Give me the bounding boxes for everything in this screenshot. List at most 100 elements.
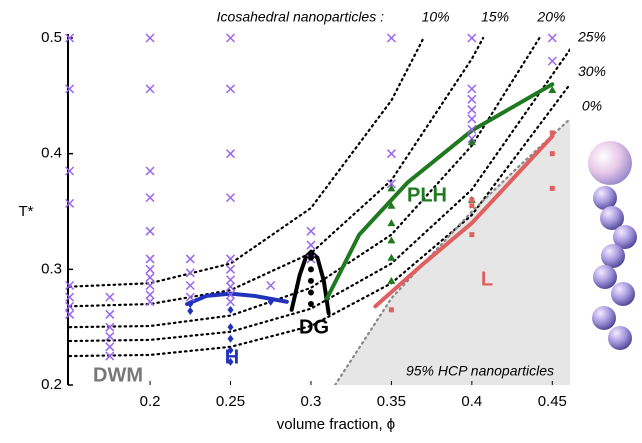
- x-marker: [386, 33, 396, 43]
- x-marker: [185, 280, 195, 291]
- x-tick-label: 0.35: [377, 393, 406, 410]
- circle-marker: [307, 277, 314, 284]
- dotted-curve: [68, 83, 570, 358]
- diamond-marker: [227, 323, 234, 332]
- square-marker: [388, 307, 394, 313]
- triangle-marker: [387, 184, 396, 192]
- x-marker: [65, 301, 75, 311]
- phase-label: DWM: [93, 364, 143, 386]
- x-marker: [145, 166, 155, 176]
- x-marker: [185, 268, 195, 278]
- curve-label: 15%: [481, 9, 509, 25]
- diamond-marker: [227, 357, 234, 366]
- square-marker: [469, 203, 475, 209]
- phase-boundary: [185, 291, 289, 307]
- x-marker: [185, 254, 195, 264]
- x-marker: [225, 149, 236, 159]
- x-tick-label: 0.4: [461, 393, 482, 410]
- triangle-marker: [387, 253, 396, 261]
- x-marker: [467, 124, 477, 134]
- x-marker: [467, 84, 477, 94]
- phase-label: H: [225, 346, 239, 368]
- region: [335, 118, 570, 385]
- x-marker: [65, 309, 75, 319]
- square-marker: [549, 185, 555, 191]
- x-marker: [225, 275, 236, 285]
- x-tick-label: 0.25: [216, 393, 245, 410]
- nanoparticle-illustration: [588, 141, 637, 350]
- x-marker: [185, 292, 195, 302]
- phase-boundary: [289, 249, 331, 316]
- x-marker: [145, 297, 155, 307]
- diamond-marker: [227, 334, 234, 343]
- triangle-marker: [387, 236, 396, 244]
- y-tick-label: 0.5: [41, 29, 62, 46]
- x-marker: [105, 322, 115, 332]
- x-tick-label: 0.2: [140, 393, 161, 410]
- triangle-marker: [387, 219, 396, 227]
- x-marker: [145, 264, 155, 274]
- diamond-marker: [187, 300, 194, 309]
- x-marker: [547, 56, 557, 66]
- circle-marker: [307, 254, 314, 261]
- dotted-curve: [333, 117, 570, 385]
- region-label: 95% HCP nanoparticles: [406, 363, 554, 379]
- square-marker: [549, 130, 555, 136]
- x-tick-label: 0.45: [538, 393, 567, 410]
- x-marker: [547, 33, 557, 43]
- x-marker: [145, 280, 155, 291]
- x-marker: [386, 179, 396, 189]
- y-tick-label: 0.4: [41, 145, 62, 162]
- x-marker: [145, 84, 155, 94]
- dotted-curve: [68, 36, 541, 329]
- x-marker: [225, 84, 236, 94]
- square-marker: [549, 151, 555, 157]
- x-marker: [225, 33, 236, 43]
- x-marker: [145, 254, 155, 264]
- triangle-marker: [387, 276, 396, 284]
- x-tick-label: 0.3: [301, 393, 322, 410]
- x-marker: [65, 84, 75, 94]
- x-marker: [266, 280, 276, 291]
- x-marker: [105, 309, 115, 319]
- triangle-marker: [467, 138, 476, 146]
- triangle-marker: [387, 201, 396, 209]
- phase-label: PLH: [407, 184, 447, 206]
- x-marker: [467, 105, 477, 115]
- x-marker: [225, 297, 236, 307]
- x-marker: [145, 290, 155, 300]
- x-marker: [225, 290, 236, 300]
- phase-boundary: [373, 134, 555, 309]
- dotted-curve: [68, 36, 425, 288]
- circle-marker: [307, 301, 314, 308]
- x-marker: [145, 193, 155, 203]
- curve-label: 10%: [422, 9, 450, 25]
- x-marker: [225, 193, 236, 203]
- square-marker: [469, 197, 475, 203]
- phase-label: L: [481, 268, 493, 290]
- x-axis-label: volume fraction, ϕ: [277, 416, 395, 433]
- x-marker: [145, 272, 155, 282]
- x-marker: [467, 94, 477, 104]
- plot-area: 0.2 0.3 0.4 0.5 0.2 0.25 0.3 0.35 0.4 0.45 10% 15% 2…: [41, 9, 606, 410]
- x-marker: [65, 292, 75, 302]
- circle-marker: [307, 289, 314, 296]
- x-marker: [65, 280, 75, 291]
- x-marker: [105, 331, 115, 341]
- diamond-marker: [227, 305, 234, 314]
- phase-label: DG: [299, 316, 329, 338]
- curves-title: Icosahedral nanoparticles :: [217, 9, 384, 25]
- x-marker: [225, 282, 236, 292]
- x-marker: [105, 292, 115, 302]
- y-tick-label: 0.2: [41, 376, 62, 393]
- x-marker: [467, 33, 477, 43]
- x-marker: [145, 226, 155, 236]
- x-marker: [145, 33, 155, 43]
- diamond-marker: [227, 346, 234, 355]
- triangle-marker: [548, 86, 557, 94]
- square-marker: [469, 232, 475, 238]
- dotted-curve: [68, 48, 570, 343]
- x-marker: [65, 33, 75, 43]
- phase-boundary: [325, 82, 555, 301]
